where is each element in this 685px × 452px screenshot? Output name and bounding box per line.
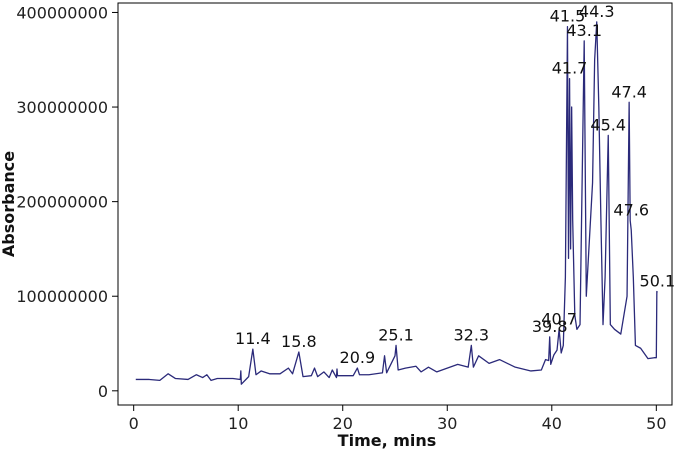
y-axis-ticks: 0 100000000 200000000 300000000 400000000 (16, 3, 118, 401)
peak-label: 32.3 (453, 325, 489, 344)
y-tick-label: 0 (98, 382, 108, 401)
x-tick-label: 30 (437, 414, 457, 433)
x-axis-ticks: 0 10 20 30 40 50 (129, 405, 667, 433)
x-tick-label: 50 (646, 414, 666, 433)
y-tick-label: 200000000 (16, 193, 108, 212)
x-axis-title: Time, mins (338, 431, 437, 450)
peak-annotations: 11.4 15.8 20.925.1 32.3 39.840.7 41.5 41.7 43.1… (235, 2, 675, 367)
peak-label: 41.7 (552, 59, 588, 78)
peak-label: 11.4 (235, 329, 271, 348)
peak-label: 20.9 (340, 348, 376, 367)
peak-label: 41.5 (550, 7, 586, 26)
peak-label: 50.1 (640, 271, 676, 290)
y-tick-label: 400000000 (16, 3, 108, 22)
y-tick-label: 100000000 (16, 287, 108, 306)
x-tick-label: 0 (129, 414, 139, 433)
peak-label: 45.4 (590, 115, 626, 134)
peak-label: 15.8 (281, 332, 317, 351)
x-tick-label: 10 (228, 414, 248, 433)
y-axis-title: Absorbance (0, 151, 18, 257)
peak-label: 47.4 (611, 82, 647, 101)
y-tick-label: 300000000 (16, 98, 108, 117)
peak-label: 43.1 (566, 21, 602, 40)
peak-label: 44.3 (579, 2, 615, 21)
series-group (135, 21, 658, 385)
peak-label: 39.8 (532, 317, 568, 336)
x-tick-label: 40 (542, 414, 562, 433)
series-line (135, 21, 658, 385)
plot-frame-group (117, 2, 673, 406)
peak-label: 47.6 (613, 201, 649, 220)
x-tick-label: 20 (333, 414, 353, 433)
plot-frame (117, 2, 673, 406)
peak-label: 40.7 (541, 309, 577, 328)
peak-label: 25.1 (378, 325, 414, 344)
